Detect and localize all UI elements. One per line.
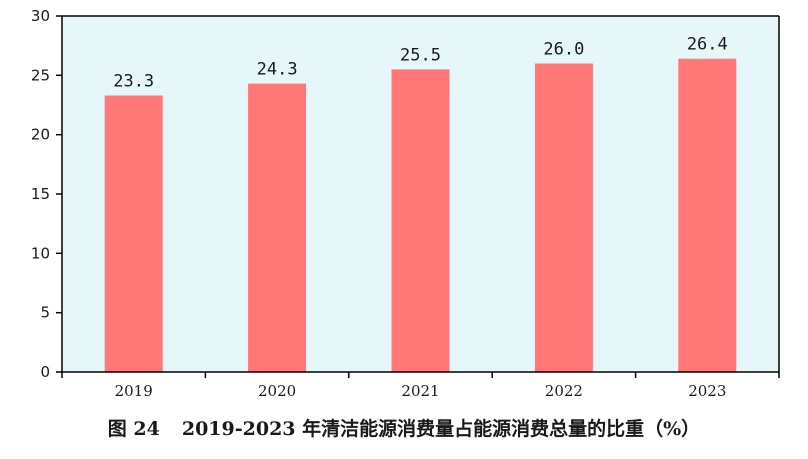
bar-2020	[248, 83, 307, 372]
bar-2021	[391, 69, 450, 373]
figure-number: 图 24	[107, 418, 160, 440]
data-labels: 23.3 24.3 25.5 26.0 26.4	[113, 35, 728, 92]
data-label-2023: 26.4	[687, 35, 728, 55]
y-tick-label-0: 0	[40, 363, 50, 381]
y-tick-label-10: 10	[31, 244, 50, 262]
y-tick-label-15: 15	[31, 185, 50, 203]
y-tick-label-30: 30	[31, 7, 50, 25]
data-label-2022: 26.0	[543, 40, 584, 60]
x-tick-label-2020: 2020	[258, 382, 296, 400]
bar-2019	[104, 95, 163, 372]
bar-chart: 23.3 24.3 25.5 26.0 26.4 0 5 10 15 20 25 30 2019 202…	[31, 7, 780, 400]
y-tick-label-25: 25	[31, 66, 50, 84]
x-tick-label-2021: 2021	[401, 382, 439, 400]
axes: 0 5 10 15 20 25 30 2019 2020 2021 2022 2023	[31, 7, 780, 400]
data-label-2019: 23.3	[113, 72, 154, 92]
bars	[104, 58, 737, 373]
bar-2022	[534, 63, 593, 372]
caption-text: 2019-2023 年清洁能源消费量占能源消费总量的比重（%）	[181, 418, 701, 440]
y-tick-label-20: 20	[31, 126, 50, 144]
data-label-2020: 24.3	[257, 60, 298, 80]
x-tick-label-2019: 2019	[115, 382, 153, 400]
data-label-2021: 25.5	[400, 45, 441, 65]
chart-caption: 图 24 2019-2023 年清洁能源消费量占能源消费总量的比重（%）	[0, 414, 808, 441]
x-tick-label-2023: 2023	[688, 382, 726, 400]
bar-2023	[678, 58, 737, 372]
x-tick-label-2022: 2022	[545, 382, 583, 400]
y-tick-label-5: 5	[40, 304, 50, 322]
